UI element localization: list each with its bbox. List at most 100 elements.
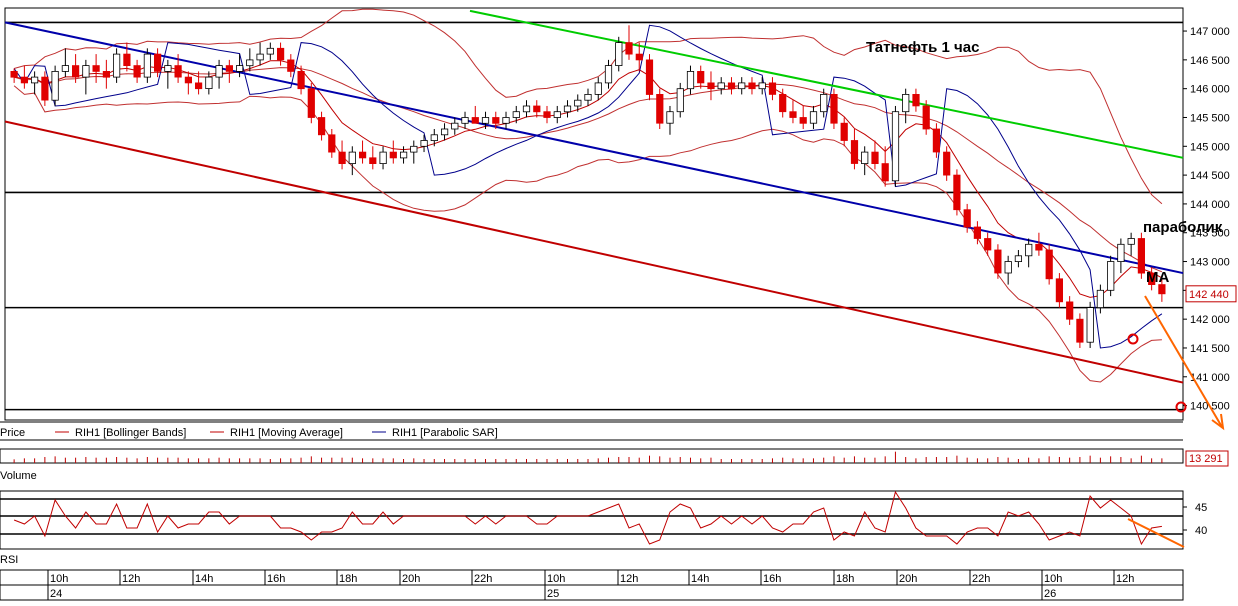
candle-body	[666, 111, 674, 124]
candle-body	[235, 65, 244, 72]
candle-body	[184, 76, 192, 84]
candle-body	[471, 117, 479, 124]
hour-label: 14h	[195, 573, 213, 585]
candle-body	[604, 65, 613, 84]
hour-label: 22h	[972, 573, 990, 585]
candle-body	[1025, 243, 1033, 257]
hour-label: 12h	[122, 573, 140, 585]
candle-body	[1137, 238, 1145, 274]
candle-body	[707, 82, 715, 90]
price-panel	[4, 7, 1184, 421]
hour-label: 20h	[899, 573, 917, 585]
candle-body	[615, 42, 623, 66]
candle-body	[461, 117, 469, 124]
candle-body	[276, 47, 285, 61]
candle-body	[174, 65, 182, 78]
candle-body	[656, 94, 664, 124]
candle-body	[1107, 261, 1115, 291]
candle-body	[533, 105, 541, 113]
candle-body	[625, 42, 633, 55]
hour-label: 14h	[691, 573, 709, 585]
candle-body	[1004, 261, 1012, 274]
forecast-arrowhead	[1211, 413, 1225, 431]
hour-label: 10h	[1044, 573, 1062, 585]
candle-body	[717, 82, 725, 90]
candle-body	[205, 76, 213, 89]
candle-body	[881, 163, 889, 182]
volume-last-box	[1185, 450, 1229, 467]
candle-body	[1035, 243, 1043, 251]
y-tick-label: 144 500	[1190, 170, 1230, 182]
volume-label: Volume	[0, 470, 37, 482]
annotation-ma: МА	[1146, 269, 1169, 286]
candle-body	[686, 71, 695, 90]
hour-label: 16h	[267, 573, 285, 585]
candle-body	[1096, 289, 1104, 308]
candle-body	[584, 94, 592, 101]
rsi-panel	[0, 490, 1184, 550]
legend-label: RIH1 [Moving Average]	[230, 427, 343, 439]
candle-body	[912, 94, 920, 107]
candle-body	[502, 117, 510, 124]
legend-label: RIH1 [Parabolic SAR]	[392, 427, 498, 439]
candle-body	[348, 151, 356, 165]
candle-body	[574, 99, 582, 107]
candle-body	[1055, 278, 1063, 303]
candle-body	[153, 53, 162, 72]
candle-body	[399, 151, 408, 159]
legend-label: Price	[0, 427, 25, 439]
candle-body	[1117, 243, 1125, 263]
candle-body	[963, 209, 971, 228]
candle-body	[891, 111, 900, 182]
candle-body	[143, 53, 151, 78]
volume-panel	[0, 448, 1184, 464]
hour-label: 20h	[402, 573, 420, 585]
candle-body	[317, 117, 326, 136]
day-label: 26	[1044, 588, 1056, 600]
legend-label: RIH1 [Bollinger Bands]	[75, 427, 186, 439]
hour-label: 12h	[620, 573, 638, 585]
candle-body	[594, 82, 602, 95]
candle-body	[789, 111, 797, 118]
target-marker	[1175, 401, 1187, 413]
bollinger-middle-line	[13, 67, 1163, 273]
candle-body	[287, 59, 295, 72]
candle-body	[420, 140, 428, 147]
candle-body	[451, 122, 459, 130]
day-label: 24	[50, 588, 62, 600]
candle-body	[861, 151, 869, 165]
candle-body	[338, 151, 346, 165]
candle-body	[194, 82, 203, 90]
candle-body	[635, 53, 643, 61]
candle-body	[984, 238, 992, 251]
candle-body	[768, 82, 777, 95]
last-price-box	[1185, 285, 1237, 303]
candle-body	[1076, 318, 1084, 343]
candle-body	[727, 82, 736, 90]
last-price-label: 142 440	[1189, 289, 1229, 301]
candle-body	[123, 53, 131, 66]
candle-body	[1045, 249, 1053, 280]
candle-body	[297, 71, 305, 90]
hour-label: 12h	[1116, 573, 1134, 585]
candle-body	[379, 151, 387, 165]
candle-body	[758, 82, 766, 90]
rsi-line	[13, 490, 1162, 546]
candle-body	[256, 53, 264, 61]
annotation-parabolic: параболик	[1143, 219, 1223, 236]
candle-body	[553, 111, 561, 118]
candle-body	[133, 65, 141, 78]
candle-body	[799, 117, 807, 124]
rsi-forecast-line	[1127, 518, 1185, 548]
y-tick-label: 142 000	[1190, 314, 1230, 326]
candle-body	[1127, 238, 1135, 245]
trend-line-red	[4, 120, 1184, 384]
candle-body	[543, 111, 551, 118]
candle-body	[697, 71, 705, 84]
candle-body	[225, 65, 233, 72]
candle-body	[72, 65, 80, 78]
candle-body	[30, 76, 39, 84]
candle-body	[358, 151, 367, 159]
candle-body	[779, 94, 787, 113]
